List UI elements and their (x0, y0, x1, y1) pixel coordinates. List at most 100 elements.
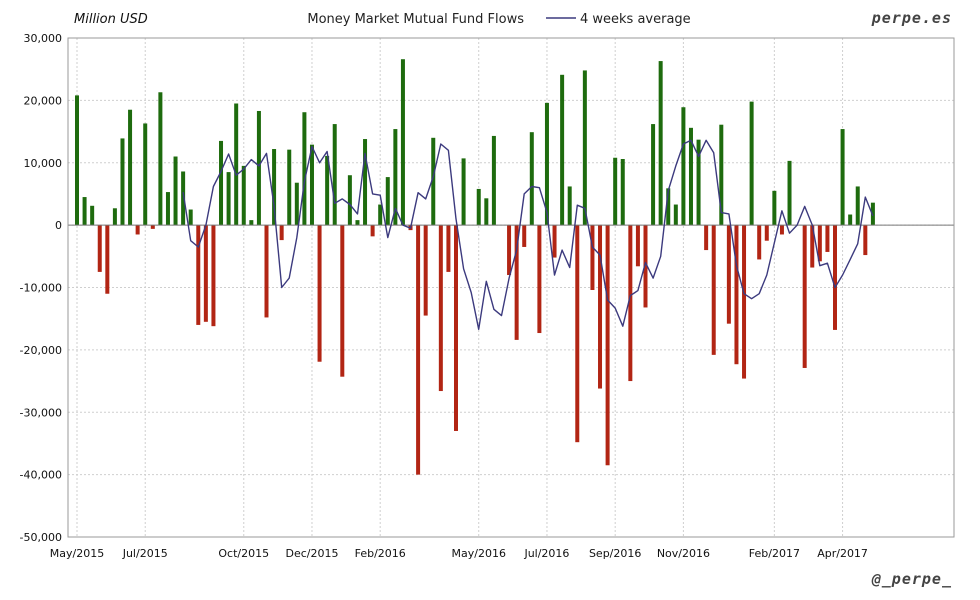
flow-bar (438, 225, 443, 392)
flow-bar (651, 124, 656, 226)
flow-bar (787, 160, 792, 226)
x-tick-label: May/2016 (452, 547, 506, 560)
flow-bar (484, 198, 489, 226)
flow-bar (704, 225, 709, 251)
flow-bar (370, 225, 375, 237)
flow-bar (82, 197, 87, 226)
flow-bar (529, 132, 534, 226)
flow-bar (135, 225, 140, 235)
flow-bar (628, 225, 633, 382)
x-tick-label: May/2015 (50, 547, 104, 560)
flow-bar (491, 135, 496, 226)
y-tick-label: -40,000 (20, 469, 62, 482)
y-tick-label: 10,000 (24, 157, 63, 170)
flow-bar (363, 139, 368, 226)
flow-bar (393, 129, 398, 226)
flow-bar (749, 101, 754, 226)
flow-bar (128, 109, 133, 226)
flow-bar (461, 158, 466, 226)
flow-bar (537, 225, 542, 334)
flow-bar (309, 144, 314, 226)
flow-bar (97, 225, 102, 272)
flow-bar (112, 208, 117, 226)
flow-bar (385, 177, 390, 226)
y-tick-label: 30,000 (24, 32, 63, 45)
flow-bar (613, 157, 618, 226)
flow-bar (249, 220, 254, 226)
flow-bar (272, 149, 277, 226)
flow-bar (416, 225, 421, 475)
flow-bar (325, 155, 330, 226)
flow-bar (742, 225, 747, 379)
flow-bar (666, 188, 671, 226)
flow-bar (726, 225, 731, 324)
flow-bar (620, 159, 625, 226)
x-tick-labels: May/2015 Jul/2015 Oct/2015 Dec/2015 Feb/2016… (50, 547, 868, 560)
flow-bar (454, 225, 458, 431)
flow-bar (514, 225, 519, 340)
average-line-group (182, 139, 874, 330)
flow-bar (522, 225, 527, 247)
x-tick-label: Apr/2017 (817, 547, 868, 560)
flow-bar (105, 225, 110, 294)
flow-bar (446, 225, 451, 272)
x-tick-label: Dec/2015 (285, 547, 338, 560)
flow-bar (643, 225, 648, 308)
four-week-average-line (182, 139, 874, 330)
flow-bar (802, 225, 807, 368)
flow-bar (870, 202, 875, 226)
flow-bar (848, 214, 853, 226)
flow-bar (340, 225, 345, 377)
flow-bar (688, 127, 693, 226)
flow-bar (226, 172, 231, 226)
flow-bar (696, 139, 701, 226)
flow-bar (302, 112, 307, 226)
chart-title: Money Market Mutual Fund Flows (307, 12, 524, 27)
flow-bar (605, 225, 610, 466)
flow-bar (181, 171, 186, 226)
flow-bar (188, 209, 193, 226)
flow-bar (673, 204, 678, 226)
flow-bar (355, 220, 360, 226)
flow-bar (332, 124, 337, 226)
watermark-top: perpe.es (871, 9, 952, 27)
flow-bar (757, 225, 762, 260)
flow-bar (711, 225, 716, 355)
flow-bar (219, 140, 224, 226)
y-tick-label: 0 (55, 219, 62, 232)
flow-bar (840, 129, 845, 226)
flow-bar (150, 225, 155, 229)
flow-bar (734, 225, 739, 365)
flow-bar (256, 110, 261, 226)
flow-bar (234, 103, 239, 226)
flow-bar (400, 59, 405, 226)
flow-bar (173, 156, 178, 226)
flow-bar (241, 165, 246, 226)
flow-bar (817, 225, 822, 262)
flow-bar (575, 225, 580, 443)
flow-bar (196, 225, 201, 325)
flow-bar (560, 74, 565, 226)
flow-bar (317, 225, 322, 362)
y-tick-labels: 30,000 20,000 10,000 0 -10,000 -20,000 -30,000… (20, 32, 62, 544)
flow-bar (75, 95, 79, 226)
flow-bar (378, 204, 383, 226)
flow-bar (590, 225, 595, 290)
flow-bar (598, 225, 603, 389)
flow-bar (287, 149, 292, 226)
flow-bar (825, 225, 830, 252)
flow-bar (772, 190, 777, 226)
y-axis-unit-label: Million USD (74, 12, 148, 27)
x-tick-label: Sep/2016 (589, 547, 641, 560)
x-tick-label: Oct/2015 (218, 547, 269, 560)
flow-bar (833, 225, 837, 330)
y-tick-label: 20,000 (24, 94, 63, 107)
y-tick-label: -20,000 (20, 344, 62, 357)
legend-average-label: 4 weeks average (580, 12, 691, 27)
flow-bar (294, 182, 299, 226)
x-tick-label: Feb/2017 (749, 547, 800, 560)
flow-bar (431, 137, 436, 226)
flow-bar (165, 192, 170, 226)
flow-bar (120, 138, 125, 226)
